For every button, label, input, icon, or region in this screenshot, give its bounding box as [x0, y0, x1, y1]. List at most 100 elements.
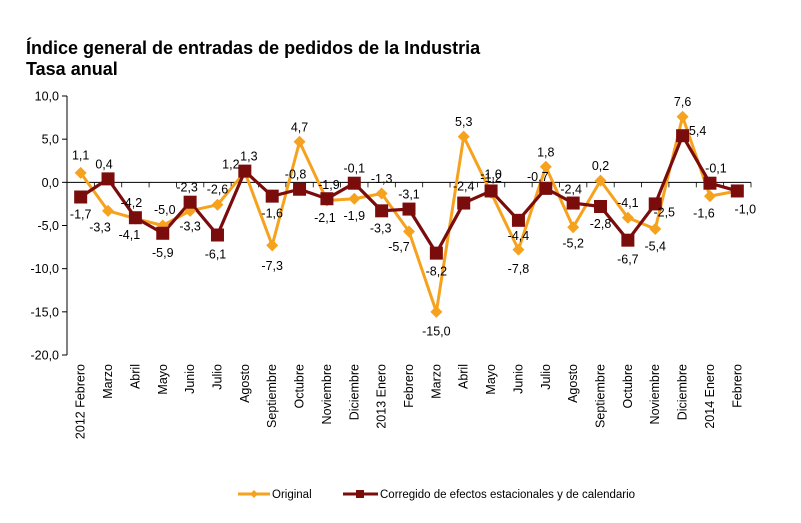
x-tick-label: Mayo [156, 364, 170, 395]
legend-marker-corregido [356, 490, 364, 498]
x-tick-label: Abril [457, 364, 471, 389]
y-tick-label: -20,0 [31, 349, 60, 363]
data-label-corregido: -4,4 [508, 229, 530, 243]
data-point-original [621, 211, 634, 224]
data-label-corregido: -4,1 [119, 228, 141, 242]
x-tick-label: Septiembre [594, 364, 608, 428]
data-label-corregido: -1,0 [735, 202, 757, 216]
data-label-corregido: -2,8 [590, 217, 612, 231]
data-label-original: -2,6 [207, 182, 229, 196]
data-label-original: 5,3 [455, 115, 472, 129]
data-point-original [293, 135, 306, 148]
data-label-corregido: -1,6 [261, 207, 283, 221]
data-label-original: -3,3 [89, 220, 111, 234]
data-label-corregido: 0,4 [95, 157, 112, 171]
data-point-original [512, 243, 525, 256]
data-point-corregido [484, 184, 498, 198]
data-point-original [594, 174, 607, 187]
x-tick-label: Agosto [566, 364, 580, 403]
data-label-original: -7,3 [261, 259, 283, 273]
data-point-corregido [429, 246, 443, 260]
data-label-corregido: -2,4 [560, 183, 582, 197]
x-tick-label: Septiembre [265, 364, 279, 428]
data-point-corregido [539, 181, 553, 195]
x-tick-label: 2012 Febrero [74, 364, 88, 439]
data-label-corregido: -0,1 [344, 162, 366, 176]
data-point-original [676, 110, 689, 123]
y-tick-label: -10,0 [31, 262, 60, 276]
x-tick-label: Julio [210, 364, 224, 390]
data-point-corregido [402, 202, 416, 216]
data-point-corregido [320, 192, 334, 206]
data-point-corregido [347, 176, 361, 190]
data-labels: 1,1-3,3-4,2 -5,0-3,3-2,61,2-7,34,7-2,1 -1,… [70, 95, 756, 338]
data-point-corregido [621, 233, 635, 247]
data-point-corregido [375, 204, 389, 218]
data-point-original [375, 187, 388, 200]
data-point-corregido [156, 226, 170, 240]
x-tick-label: Febrero [730, 364, 744, 408]
data-point-corregido [265, 189, 279, 203]
data-label-corregido: -1,9 [318, 178, 340, 192]
data-point-corregido [210, 228, 224, 242]
y-tick-label: -5,0 [37, 219, 59, 233]
y-tick-label: 0,0 [42, 176, 59, 190]
data-label-original: -2,1 [314, 211, 336, 225]
data-label-corregido: -0,8 [285, 168, 307, 182]
data-label-original: -5,0 [154, 203, 176, 217]
data-label-original: -1,9 [344, 209, 366, 223]
x-tick-label: 2014 Enero [703, 364, 717, 429]
data-point-original [348, 192, 361, 205]
data-point-corregido [74, 190, 88, 204]
x-tick-label: Febrero [402, 364, 416, 408]
data-label-original: 1,8 [537, 145, 554, 159]
axes: 10,0 5,0 0,0 -5,0 -10,0 -15,0 -20,0 2012 Febrer… [31, 90, 752, 439]
data-point-original [403, 225, 415, 238]
data-label-corregido: -3,3 [370, 221, 392, 235]
data-label-corregido: -2,4 [453, 180, 475, 194]
data-point-corregido [566, 196, 580, 210]
x-tick-label: Marzo [429, 364, 443, 399]
data-point-original [539, 160, 552, 173]
data-point-corregido [457, 196, 471, 210]
legend-label-corregido: Corregido de efectos estacionales y de c… [380, 489, 635, 501]
x-tick-label: Noviembre [648, 364, 662, 424]
data-point-corregido [183, 195, 197, 209]
data-label-corregido: -5,9 [152, 246, 174, 260]
data-label-original: -1,2 [480, 171, 502, 185]
data-label-original: -5,2 [562, 237, 584, 251]
data-point-original [74, 166, 87, 179]
x-tick-label: Mayo [484, 364, 498, 395]
data-point-corregido [703, 176, 717, 190]
y-tick-label: 10,0 [35, 90, 59, 104]
series-lines [74, 110, 744, 318]
x-tick-label: Noviembre [320, 364, 334, 424]
data-label-original: -1,3 [371, 172, 393, 186]
data-label-original: -4,2 [121, 196, 143, 210]
y-tick-label: 5,0 [42, 133, 59, 147]
data-label-original: -3,3 [179, 219, 201, 233]
data-label-original: -7,8 [508, 262, 530, 276]
data-point-corregido [676, 129, 690, 143]
x-tick-label: Abril [128, 364, 142, 389]
data-point-original [102, 204, 115, 217]
data-label-original: 1,1 [72, 148, 89, 162]
data-label-corregido: -0,7 [527, 170, 549, 184]
x-tick-label: Junio [183, 364, 197, 394]
y-tick-label: -15,0 [31, 305, 60, 319]
data-point-corregido [238, 164, 252, 178]
data-label-corregido: 5,4 [689, 124, 706, 138]
data-point-corregido [511, 213, 525, 227]
data-label-corregido: -0,1 [705, 162, 727, 176]
x-tick-label: Agosto [238, 364, 252, 403]
x-tick-label: Diciembre [676, 364, 690, 420]
data-label-corregido: -8,2 [426, 265, 448, 279]
data-label-original: -5,7 [388, 240, 410, 254]
data-point-corregido [293, 182, 307, 196]
x-tick-label: Julio [539, 364, 553, 390]
data-point-corregido [594, 200, 608, 214]
data-label-original: 7,6 [674, 95, 691, 109]
data-label-corregido: -2,5 [653, 205, 675, 219]
x-tick-label: Octubre [293, 364, 307, 409]
